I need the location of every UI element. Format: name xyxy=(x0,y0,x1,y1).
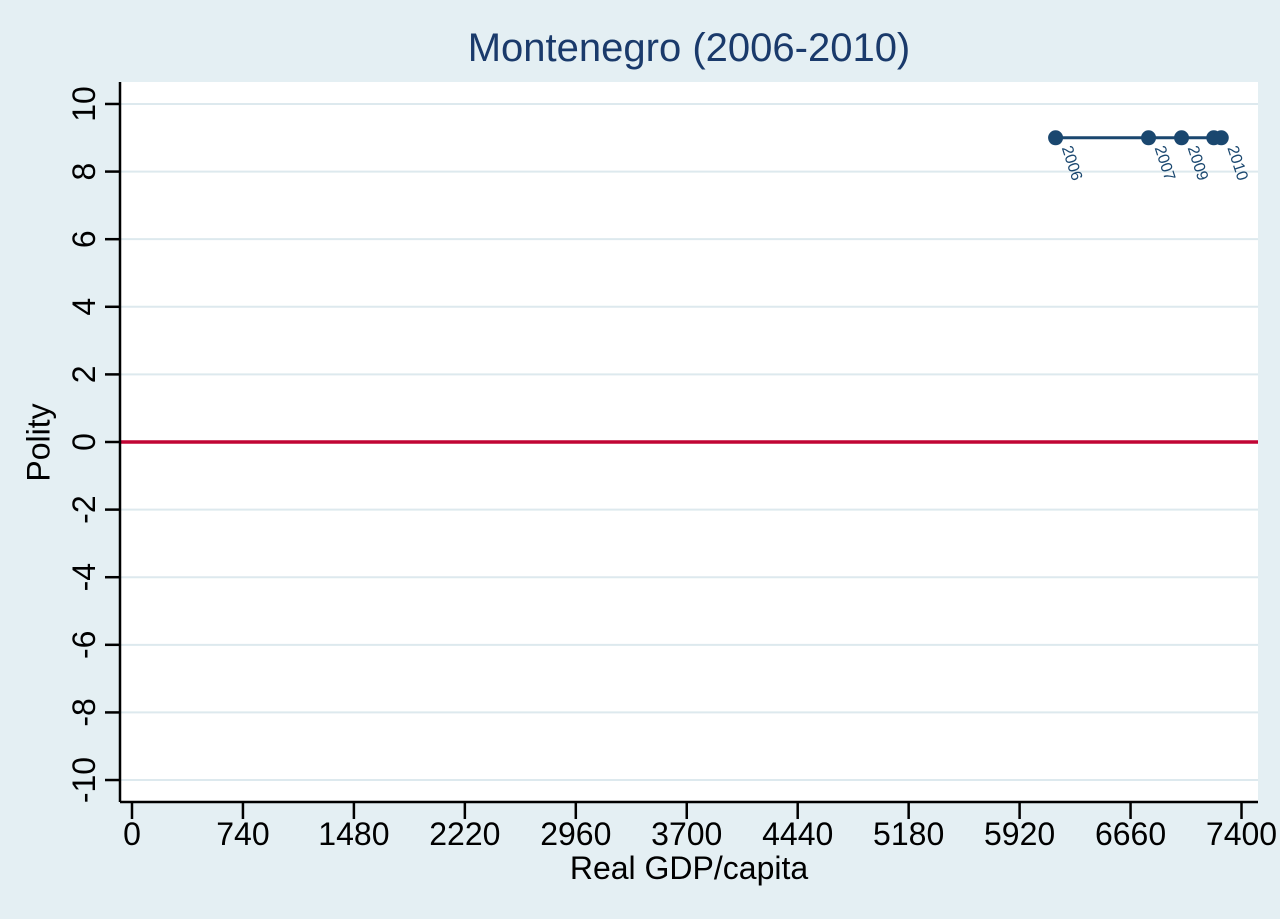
y-tick-label-6: 6 xyxy=(66,230,102,248)
data-point-2007 xyxy=(1141,130,1157,146)
y-tick-label--6: -6 xyxy=(66,631,102,659)
x-tick-label-2220: 2220 xyxy=(429,816,500,852)
y-tick-label-4: 4 xyxy=(66,298,102,316)
x-tick-label-5180: 5180 xyxy=(873,816,944,852)
x-tick-label-7400: 7400 xyxy=(1206,816,1277,852)
y-tick-label-10: 10 xyxy=(66,86,102,122)
y-tick-label--10: -10 xyxy=(66,757,102,803)
x-tick-label-740: 740 xyxy=(216,816,269,852)
y-axis-title-wrap: Polity xyxy=(10,82,68,802)
y-tick-label-0: 0 xyxy=(66,433,102,451)
data-point-2010 xyxy=(1213,130,1229,146)
x-tick-label-3700: 3700 xyxy=(651,816,722,852)
x-tick-label-1480: 1480 xyxy=(318,816,389,852)
data-point-2009 xyxy=(1174,130,1190,146)
y-tick-label--8: -8 xyxy=(66,698,102,726)
y-tick-label--4: -4 xyxy=(66,563,102,591)
x-tick-label-5920: 5920 xyxy=(984,816,1055,852)
y-tick-label-2: 2 xyxy=(66,365,102,383)
x-tick-label-2960: 2960 xyxy=(540,816,611,852)
y-tick-label-8: 8 xyxy=(66,163,102,181)
x-tick-label-6660: 6660 xyxy=(1095,816,1166,852)
y-axis-title: Polity xyxy=(20,402,57,482)
x-tick-label-0: 0 xyxy=(123,816,141,852)
data-point-2006 xyxy=(1048,130,1064,146)
y-tick-label--2: -2 xyxy=(66,495,102,523)
x-axis-title: Real GDP/capita xyxy=(569,850,809,886)
chart-title: Montenegro (2006-2010) xyxy=(467,26,911,70)
x-tick-label-4440: 4440 xyxy=(762,816,833,852)
